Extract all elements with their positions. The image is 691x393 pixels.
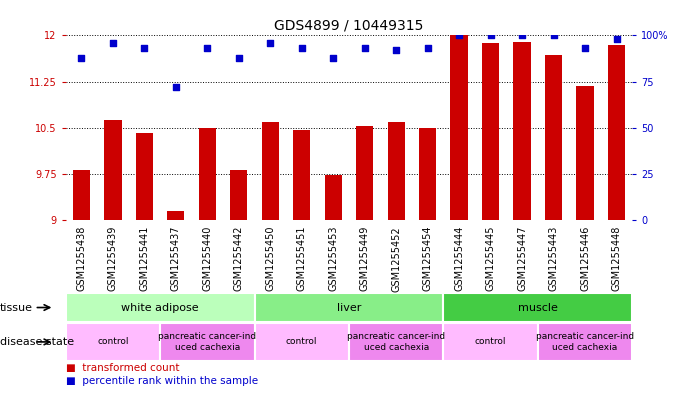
Text: GSM1255440: GSM1255440 <box>202 226 212 291</box>
Bar <box>451 35 468 220</box>
Text: GSM1255446: GSM1255446 <box>580 226 590 291</box>
Bar <box>356 126 373 220</box>
Text: GSM1255450: GSM1255450 <box>265 226 275 291</box>
Text: GSM1255443: GSM1255443 <box>549 226 558 291</box>
Bar <box>576 86 594 220</box>
Bar <box>325 175 342 220</box>
Text: GSM1255444: GSM1255444 <box>454 226 464 291</box>
Bar <box>419 128 436 220</box>
Bar <box>293 130 310 220</box>
Point <box>328 54 339 61</box>
Bar <box>349 323 444 361</box>
Text: GSM1255449: GSM1255449 <box>360 226 370 291</box>
Text: GSM1255437: GSM1255437 <box>171 226 181 291</box>
Bar <box>444 323 538 361</box>
Text: GSM1255441: GSM1255441 <box>140 226 149 291</box>
Text: muscle: muscle <box>518 303 558 312</box>
Bar <box>608 45 625 220</box>
Bar <box>538 323 632 361</box>
Text: GSM1255438: GSM1255438 <box>77 226 86 291</box>
Text: pancreatic cancer-ind
uced cachexia: pancreatic cancer-ind uced cachexia <box>347 332 445 352</box>
Text: ■  transformed count: ■ transformed count <box>66 364 179 373</box>
Text: white adipose: white adipose <box>121 303 199 312</box>
Text: pancreatic cancer-ind
uced cachexia: pancreatic cancer-ind uced cachexia <box>158 332 256 352</box>
Point <box>234 54 245 61</box>
Point <box>485 32 496 39</box>
Text: GSM1255448: GSM1255448 <box>612 226 621 291</box>
Point <box>359 45 370 51</box>
Bar <box>262 121 279 220</box>
Text: GSM1255442: GSM1255442 <box>234 226 244 291</box>
Bar <box>198 128 216 220</box>
Text: disease state: disease state <box>0 337 74 347</box>
Bar <box>66 293 254 321</box>
Point <box>422 45 433 51</box>
Text: tissue: tissue <box>0 303 33 312</box>
Text: control: control <box>475 338 507 346</box>
Text: control: control <box>286 338 317 346</box>
Bar <box>104 120 122 220</box>
Text: GSM1255451: GSM1255451 <box>296 226 307 291</box>
Text: ■  percentile rank within the sample: ■ percentile rank within the sample <box>66 376 258 386</box>
Point <box>611 36 622 42</box>
Bar <box>444 293 632 321</box>
Point <box>580 45 591 51</box>
Text: GSM1255452: GSM1255452 <box>391 226 401 292</box>
Text: GSM1255453: GSM1255453 <box>328 226 338 291</box>
Point <box>107 40 118 46</box>
Point <box>76 54 87 61</box>
Bar <box>135 133 153 220</box>
Bar <box>167 211 184 220</box>
Bar <box>254 323 349 361</box>
Text: GSM1255454: GSM1255454 <box>423 226 433 291</box>
Bar <box>388 121 405 220</box>
Text: GSM1255445: GSM1255445 <box>486 226 495 291</box>
Bar <box>254 293 444 321</box>
Text: GSM1255439: GSM1255439 <box>108 226 118 291</box>
Bar <box>513 42 531 220</box>
Bar <box>482 43 500 220</box>
Point <box>453 32 464 39</box>
Bar <box>545 55 562 220</box>
Bar <box>66 323 160 361</box>
Point <box>265 40 276 46</box>
Text: liver: liver <box>337 303 361 312</box>
Point <box>139 45 150 51</box>
Point <box>202 45 213 51</box>
Text: control: control <box>97 338 129 346</box>
Bar <box>73 170 90 220</box>
Point <box>517 32 528 39</box>
Point <box>170 84 181 90</box>
Title: GDS4899 / 10449315: GDS4899 / 10449315 <box>274 19 424 33</box>
Bar <box>160 323 254 361</box>
Bar <box>230 170 247 220</box>
Text: GSM1255447: GSM1255447 <box>517 226 527 291</box>
Point <box>296 45 307 51</box>
Point <box>390 47 401 53</box>
Point <box>548 32 559 39</box>
Text: pancreatic cancer-ind
uced cachexia: pancreatic cancer-ind uced cachexia <box>536 332 634 352</box>
